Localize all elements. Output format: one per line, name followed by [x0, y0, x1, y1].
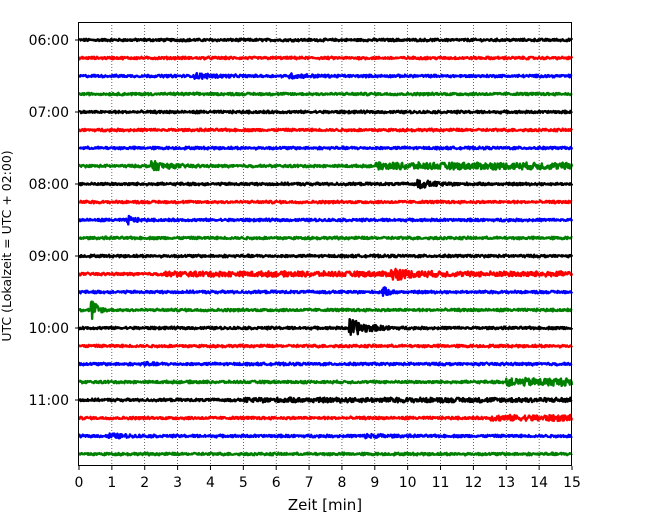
x-tick-label: 2: [140, 475, 149, 491]
seismic-trace-8: [78, 160, 574, 172]
y-tick-label: 08:00: [29, 177, 69, 193]
x-tick-label: 10: [399, 475, 417, 491]
x-tick-label: 8: [337, 475, 346, 491]
seismic-trace-23: [77, 432, 573, 440]
seismic-trace-15: [78, 286, 574, 298]
x-tick-label: 5: [239, 475, 248, 491]
x-tick-label: 11: [432, 475, 450, 491]
seismic-trace-7: [78, 145, 574, 151]
seismic-trace-16: [78, 300, 573, 320]
x-tick-label: 9: [370, 475, 379, 491]
y-axis-label: UTC (Lokalzeit = UTC + 02:00): [0, 150, 14, 341]
trace-group: [77, 37, 574, 457]
seismic-trace-6: [78, 127, 574, 133]
seismic-trace-13: [77, 253, 574, 259]
seismic-trace-14: [77, 267, 574, 282]
seismic-trace-2: [77, 55, 574, 61]
seismic-trace-9: [78, 178, 574, 190]
seismic-trace-18: [78, 343, 574, 349]
x-axis-label: Zeit [min]: [288, 496, 362, 514]
plot-frame: [78, 22, 572, 466]
x-tick-label: 0: [75, 475, 84, 491]
seismic-trace-3: [77, 71, 573, 80]
seismic-trace-22: [77, 413, 574, 423]
x-tick-label: 6: [272, 475, 281, 491]
seismic-trace-12: [78, 235, 573, 241]
seismic-trace-24: [78, 451, 573, 457]
x-tick-label: 14: [530, 475, 548, 491]
y-tick-label: 11:00: [29, 393, 69, 409]
seismic-trace-20: [78, 376, 574, 388]
y-tick-label: 07:00: [29, 105, 69, 121]
y-tick-label: 10:00: [29, 321, 69, 337]
seismic-trace-10: [78, 199, 573, 205]
seismic-trace-1: [78, 37, 574, 43]
grid-lines: [111, 22, 540, 466]
seismic-trace-5: [78, 109, 573, 115]
seismic-trace-17: [77, 318, 574, 336]
y-tick-label: 06:00: [29, 33, 69, 49]
y-axis: 06:00 07:00 08:00 09:00 10:00 11:00: [29, 33, 79, 409]
x-tick-label: 3: [173, 475, 182, 491]
seismic-trace-11: [77, 214, 574, 226]
x-tick-label: 15: [563, 475, 581, 491]
seismic-trace-19: [77, 360, 573, 367]
x-tick-label: 4: [206, 475, 215, 491]
x-axis: 0 1 2 3 4 5 6 7 8 9 10 11 12 13 14 15: [75, 466, 581, 491]
seismic-trace-4: [78, 91, 573, 97]
x-tick-label: 13: [497, 475, 515, 491]
seismic-trace-21: [78, 396, 573, 404]
x-tick-label: 1: [107, 475, 116, 491]
x-tick-label: 7: [305, 475, 314, 491]
y-tick-label: 09:00: [29, 249, 69, 265]
x-tick-label: 12: [464, 475, 482, 491]
